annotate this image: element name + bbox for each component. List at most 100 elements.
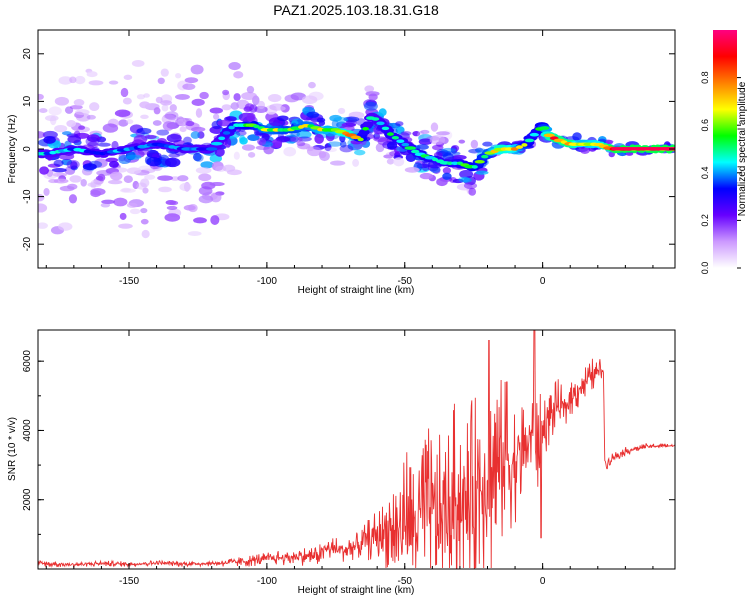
y-tick-label: 10 [22, 95, 33, 107]
noise-blob [296, 141, 306, 147]
noise-blob [144, 134, 157, 139]
ridge-core [391, 135, 400, 140]
noise-blob [174, 94, 190, 100]
noise-blob [200, 161, 214, 169]
noise-blob [177, 118, 187, 126]
noise-blob [247, 152, 256, 158]
noise-blob [73, 99, 85, 107]
noise-blob [254, 105, 268, 113]
noise-blob [442, 172, 452, 180]
noise-blob [101, 199, 115, 204]
noise-blob [375, 143, 385, 153]
noise-blob [138, 165, 154, 171]
noise-blob [58, 222, 73, 231]
figure-title: PAZ1.2025.103.18.31.G18 [273, 2, 439, 18]
noise-blob [468, 187, 477, 196]
noise-blob [191, 98, 205, 106]
noise-blob [475, 170, 489, 175]
noise-blob [78, 125, 86, 130]
noise-blob [120, 87, 129, 98]
noise-blob [108, 80, 119, 85]
x-tick-label: -100 [257, 576, 277, 587]
noise-blob [75, 109, 90, 116]
noise-blob [183, 204, 196, 211]
noise-blob [190, 126, 206, 132]
ridge-core [543, 133, 555, 138]
noise-blob [140, 218, 149, 225]
x-tick-label: 0 [540, 276, 546, 287]
noise-blob [198, 186, 213, 196]
y-tick-label: -10 [22, 189, 33, 204]
ridge-core [521, 143, 528, 147]
noise-blob [199, 91, 209, 100]
noise-blob [209, 107, 223, 114]
snr-y-ticks: 2000 4000 6000 [22, 350, 675, 535]
noise-blob [296, 130, 312, 139]
noise-blob [215, 165, 227, 172]
ridge-core [539, 126, 550, 130]
noise-blob [192, 152, 202, 162]
noise-blob [61, 158, 73, 166]
noise-blob [451, 154, 467, 160]
noise-blob [69, 175, 82, 183]
ridge-core [362, 126, 370, 131]
noise-blob [119, 188, 136, 193]
ridge-core [222, 131, 231, 135]
noise-blob [126, 151, 137, 161]
noise-blob [318, 119, 326, 126]
noise-blob [284, 94, 299, 103]
noise-blob [132, 180, 139, 190]
noise-blob [85, 136, 100, 147]
noise-blob [198, 195, 214, 204]
x-tick-label: -50 [398, 576, 413, 587]
noise-blob [100, 202, 111, 208]
noise-blob [404, 166, 420, 173]
noise-blob [140, 207, 148, 214]
noise-blob [290, 136, 303, 143]
noise-blob [157, 175, 173, 181]
spectrogram-y-label: Frequency (Hz) [7, 115, 18, 184]
noise-blob [463, 182, 478, 190]
noise-blob [160, 68, 169, 77]
noise-blob [241, 91, 257, 101]
noise-blob [470, 139, 479, 149]
ridge-core [481, 154, 489, 159]
snr-series [38, 330, 675, 569]
noise-blob [393, 157, 405, 167]
noise-blob [184, 77, 199, 84]
noise-blob [118, 223, 133, 229]
noise-blob [244, 103, 255, 111]
noise-blob [247, 134, 260, 142]
y-tick-label: 4000 [22, 419, 33, 442]
noise-blob [54, 124, 68, 133]
noise-blob [185, 120, 195, 127]
noise-blob [152, 120, 162, 126]
noise-blob [441, 147, 457, 153]
noise-blob [43, 135, 56, 144]
noise-blob [386, 141, 398, 150]
noise-blob [175, 73, 182, 79]
noise-blob [82, 163, 97, 171]
noise-blob [129, 208, 141, 215]
noise-blob [378, 108, 387, 117]
noise-blob [182, 83, 196, 90]
spectrogram-x-label: Height of straight line (km) [298, 285, 415, 296]
noise-blob [217, 119, 232, 127]
noise-blob [459, 169, 474, 179]
snr-y-label: SNR (10 * v/v) [7, 417, 18, 481]
ridge-halo [362, 121, 374, 128]
noise-blob [190, 64, 204, 75]
noise-blob [195, 166, 212, 174]
noise-blob [246, 112, 256, 123]
spectrogram-y-ticks: -20 -10 0 10 20 [22, 48, 675, 251]
noise-blob [442, 167, 452, 175]
noise-blob [122, 97, 132, 105]
noise-blob [69, 76, 77, 84]
ridge-core [510, 147, 519, 151]
noise-blob [48, 106, 62, 116]
noise-blob [352, 158, 360, 167]
noise-blob [337, 107, 346, 115]
noise-blob [53, 159, 64, 167]
noise-blob [136, 127, 152, 135]
ridge-core [386, 132, 394, 136]
